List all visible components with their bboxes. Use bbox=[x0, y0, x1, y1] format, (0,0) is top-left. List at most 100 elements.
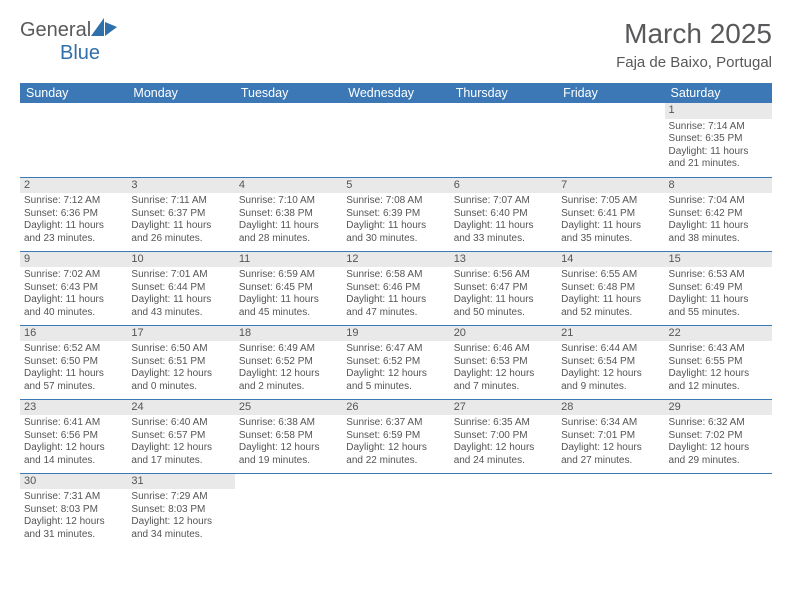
day-daylight2: and 52 minutes. bbox=[561, 307, 660, 320]
calendar-cell: 24Sunrise: 6:40 AMSunset: 6:57 PMDayligh… bbox=[127, 399, 234, 473]
calendar-cell: 16Sunrise: 6:52 AMSunset: 6:50 PMDayligh… bbox=[20, 325, 127, 399]
weekday-header: Friday bbox=[557, 83, 664, 103]
calendar-cell: 23Sunrise: 6:41 AMSunset: 6:56 PMDayligh… bbox=[20, 399, 127, 473]
day-sunset: Sunset: 6:45 PM bbox=[239, 282, 338, 295]
day-number: 20 bbox=[450, 326, 557, 342]
calendar-cell: 17Sunrise: 6:50 AMSunset: 6:51 PMDayligh… bbox=[127, 325, 234, 399]
day-daylight1: Daylight: 11 hours bbox=[669, 294, 768, 307]
day-daylight1: Daylight: 12 hours bbox=[131, 442, 230, 455]
day-sunrise: Sunrise: 6:38 AM bbox=[239, 417, 338, 430]
day-daylight2: and 50 minutes. bbox=[454, 307, 553, 320]
day-sunset: Sunset: 6:57 PM bbox=[131, 430, 230, 443]
day-sunset: Sunset: 6:59 PM bbox=[346, 430, 445, 443]
day-sunrise: Sunrise: 6:52 AM bbox=[24, 343, 123, 356]
day-sunset: Sunset: 6:51 PM bbox=[131, 356, 230, 369]
day-daylight2: and 34 minutes. bbox=[131, 529, 230, 542]
day-sunset: Sunset: 6:42 PM bbox=[669, 208, 768, 221]
day-sunrise: Sunrise: 6:58 AM bbox=[346, 269, 445, 282]
day-daylight1: Daylight: 11 hours bbox=[669, 146, 768, 159]
day-number: 24 bbox=[127, 400, 234, 416]
calendar-cell: 5Sunrise: 7:08 AMSunset: 6:39 PMDaylight… bbox=[342, 177, 449, 251]
day-daylight2: and 47 minutes. bbox=[346, 307, 445, 320]
day-daylight2: and 7 minutes. bbox=[454, 381, 553, 394]
day-sunrise: Sunrise: 7:08 AM bbox=[346, 195, 445, 208]
day-sunset: Sunset: 6:40 PM bbox=[454, 208, 553, 221]
day-daylight1: Daylight: 12 hours bbox=[239, 442, 338, 455]
day-sunset: Sunset: 8:03 PM bbox=[24, 504, 123, 517]
day-daylight2: and 26 minutes. bbox=[131, 233, 230, 246]
day-daylight2: and 27 minutes. bbox=[561, 455, 660, 468]
day-sunset: Sunset: 6:54 PM bbox=[561, 356, 660, 369]
calendar-cell bbox=[342, 473, 449, 547]
day-number: 21 bbox=[557, 326, 664, 342]
day-sunrise: Sunrise: 6:43 AM bbox=[669, 343, 768, 356]
calendar-cell: 1Sunrise: 7:14 AMSunset: 6:35 PMDaylight… bbox=[665, 103, 772, 177]
day-sunset: Sunset: 6:44 PM bbox=[131, 282, 230, 295]
day-sunrise: Sunrise: 6:40 AM bbox=[131, 417, 230, 430]
day-number: 19 bbox=[342, 326, 449, 342]
day-sunrise: Sunrise: 7:07 AM bbox=[454, 195, 553, 208]
day-sunset: Sunset: 6:43 PM bbox=[24, 282, 123, 295]
day-daylight2: and 9 minutes. bbox=[561, 381, 660, 394]
day-number: 29 bbox=[665, 400, 772, 416]
weekday-header-row: Sunday Monday Tuesday Wednesday Thursday… bbox=[20, 83, 772, 103]
day-daylight2: and 0 minutes. bbox=[131, 381, 230, 394]
day-daylight2: and 43 minutes. bbox=[131, 307, 230, 320]
day-number: 14 bbox=[557, 252, 664, 268]
day-sunrise: Sunrise: 7:31 AM bbox=[24, 491, 123, 504]
calendar-cell bbox=[235, 473, 342, 547]
day-number: 28 bbox=[557, 400, 664, 416]
day-daylight2: and 35 minutes. bbox=[561, 233, 660, 246]
weekday-header: Wednesday bbox=[342, 83, 449, 103]
day-daylight1: Daylight: 11 hours bbox=[346, 220, 445, 233]
day-daylight1: Daylight: 11 hours bbox=[24, 368, 123, 381]
weekday-header: Saturday bbox=[665, 83, 772, 103]
calendar-row: 23Sunrise: 6:41 AMSunset: 6:56 PMDayligh… bbox=[20, 399, 772, 473]
day-sunset: Sunset: 6:35 PM bbox=[669, 133, 768, 146]
day-sunrise: Sunrise: 6:37 AM bbox=[346, 417, 445, 430]
day-daylight2: and 38 minutes. bbox=[669, 233, 768, 246]
calendar-cell bbox=[342, 103, 449, 177]
day-daylight1: Daylight: 12 hours bbox=[346, 442, 445, 455]
day-daylight2: and 31 minutes. bbox=[24, 529, 123, 542]
day-number: 31 bbox=[127, 474, 234, 490]
header: General Blue March 2025 Faja de Baixo, P… bbox=[20, 18, 772, 71]
day-sunset: Sunset: 8:03 PM bbox=[131, 504, 230, 517]
day-sunset: Sunset: 7:00 PM bbox=[454, 430, 553, 443]
logo: General Blue bbox=[20, 18, 117, 65]
calendar-cell: 27Sunrise: 6:35 AMSunset: 7:00 PMDayligh… bbox=[450, 399, 557, 473]
day-sunset: Sunset: 6:46 PM bbox=[346, 282, 445, 295]
calendar-cell: 14Sunrise: 6:55 AMSunset: 6:48 PMDayligh… bbox=[557, 251, 664, 325]
day-number: 17 bbox=[127, 326, 234, 342]
day-sunset: Sunset: 6:52 PM bbox=[239, 356, 338, 369]
day-daylight2: and 55 minutes. bbox=[669, 307, 768, 320]
calendar-cell: 20Sunrise: 6:46 AMSunset: 6:53 PMDayligh… bbox=[450, 325, 557, 399]
calendar-cell: 28Sunrise: 6:34 AMSunset: 7:01 PMDayligh… bbox=[557, 399, 664, 473]
day-sunrise: Sunrise: 6:47 AM bbox=[346, 343, 445, 356]
day-daylight1: Daylight: 12 hours bbox=[346, 368, 445, 381]
calendar-row: 9Sunrise: 7:02 AMSunset: 6:43 PMDaylight… bbox=[20, 251, 772, 325]
day-daylight1: Daylight: 12 hours bbox=[24, 516, 123, 529]
day-number: 30 bbox=[20, 474, 127, 490]
calendar-cell: 21Sunrise: 6:44 AMSunset: 6:54 PMDayligh… bbox=[557, 325, 664, 399]
day-sunset: Sunset: 7:02 PM bbox=[669, 430, 768, 443]
day-sunrise: Sunrise: 6:32 AM bbox=[669, 417, 768, 430]
day-sunrise: Sunrise: 7:01 AM bbox=[131, 269, 230, 282]
calendar-row: 30Sunrise: 7:31 AMSunset: 8:03 PMDayligh… bbox=[20, 473, 772, 547]
day-sunset: Sunset: 6:48 PM bbox=[561, 282, 660, 295]
day-daylight2: and 57 minutes. bbox=[24, 381, 123, 394]
day-daylight2: and 21 minutes. bbox=[669, 158, 768, 171]
day-daylight1: Daylight: 11 hours bbox=[131, 220, 230, 233]
day-daylight1: Daylight: 12 hours bbox=[239, 368, 338, 381]
calendar-cell bbox=[665, 473, 772, 547]
day-daylight2: and 30 minutes. bbox=[346, 233, 445, 246]
day-number: 9 bbox=[20, 252, 127, 268]
day-number: 16 bbox=[20, 326, 127, 342]
calendar-cell: 2Sunrise: 7:12 AMSunset: 6:36 PMDaylight… bbox=[20, 177, 127, 251]
calendar-row: 2Sunrise: 7:12 AMSunset: 6:36 PMDaylight… bbox=[20, 177, 772, 251]
day-number: 10 bbox=[127, 252, 234, 268]
day-daylight2: and 28 minutes. bbox=[239, 233, 338, 246]
day-sunrise: Sunrise: 6:50 AM bbox=[131, 343, 230, 356]
logo-text-general: General bbox=[20, 19, 91, 41]
calendar-cell bbox=[557, 473, 664, 547]
